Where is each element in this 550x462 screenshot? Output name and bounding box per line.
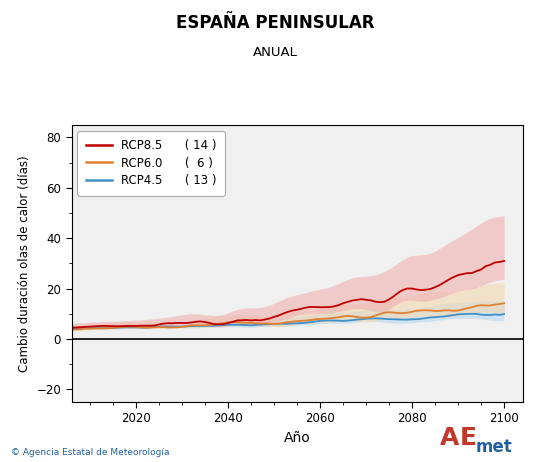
X-axis label: Año: Año: [284, 431, 310, 445]
Y-axis label: Cambio duración olas de calor (días): Cambio duración olas de calor (días): [18, 155, 31, 371]
Legend: RCP8.5      ( 14 ), RCP6.0      (  6 ), RCP4.5      ( 13 ): RCP8.5 ( 14 ), RCP6.0 ( 6 ), RCP4.5 ( 13…: [78, 131, 225, 195]
Text: E: E: [459, 426, 476, 450]
Text: © Agencia Estatal de Meteorología: © Agencia Estatal de Meteorología: [11, 449, 169, 457]
Text: ANUAL: ANUAL: [252, 46, 298, 59]
Text: A: A: [440, 426, 459, 450]
Text: ESPAÑA PENINSULAR: ESPAÑA PENINSULAR: [176, 14, 374, 32]
Text: met: met: [476, 438, 513, 456]
